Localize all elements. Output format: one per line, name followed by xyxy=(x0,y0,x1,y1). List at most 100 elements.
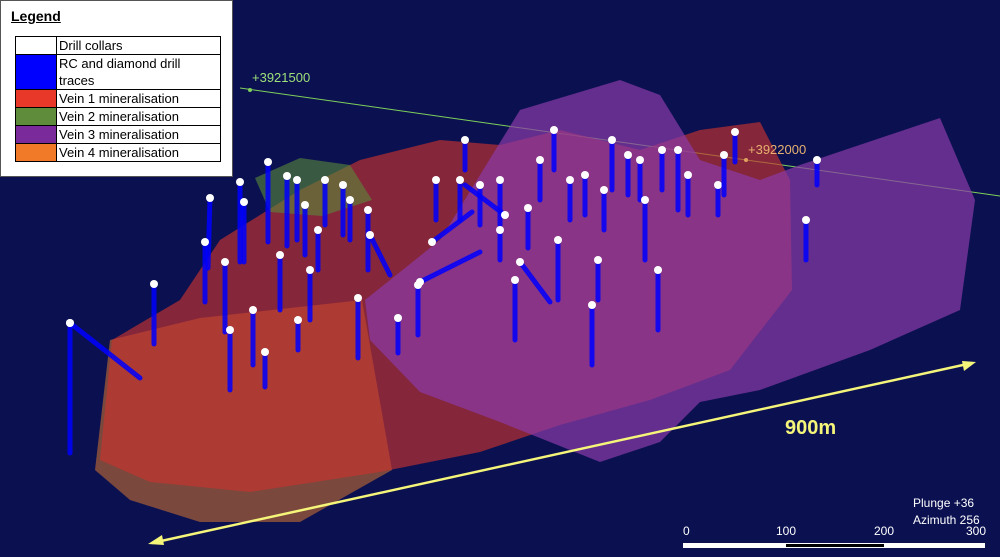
scale-label: 300 xyxy=(966,524,986,538)
drill-collar xyxy=(293,176,301,184)
drill-collar xyxy=(236,178,244,186)
drill-collar xyxy=(461,136,469,144)
legend-label: RC and diamond drill traces xyxy=(56,54,221,90)
drill-trace xyxy=(205,195,213,271)
distance-label: 900m xyxy=(785,417,836,439)
drill-collar xyxy=(221,258,229,266)
drill-collar xyxy=(428,238,436,246)
grid-label: +3922000 xyxy=(748,142,806,157)
arrow-head xyxy=(148,535,164,545)
drill-collar xyxy=(714,181,722,189)
scale-label: 200 xyxy=(874,524,894,538)
drill-collar xyxy=(588,301,596,309)
legend-row: Vein 1 mineralisation xyxy=(15,89,221,108)
drill-trace xyxy=(517,259,553,305)
drill-collar xyxy=(456,176,464,184)
drill-collar xyxy=(581,171,589,179)
legend-swatch xyxy=(15,125,57,144)
drill-collar xyxy=(201,238,209,246)
drill-trace xyxy=(67,320,143,381)
drill-collar xyxy=(554,236,562,244)
grid-marker xyxy=(248,88,252,92)
drill-collar xyxy=(416,278,424,286)
drill-collar xyxy=(600,186,608,194)
azimuth-label: Azimuth 256 xyxy=(913,513,980,527)
drill-collar xyxy=(536,156,544,164)
drill-collar xyxy=(684,171,692,179)
drill-collar xyxy=(720,151,728,159)
drill-collar xyxy=(150,280,158,288)
legend-table: Drill collars RC and diamond drill traces… xyxy=(15,36,221,162)
drill-collar xyxy=(496,176,504,184)
drill-trace xyxy=(417,249,483,285)
legend-label: Vein 3 mineralisation xyxy=(56,125,221,144)
grid-label: +3921500 xyxy=(252,70,310,85)
scale-label: 100 xyxy=(776,524,796,538)
drill-collar xyxy=(276,251,284,259)
drill-collar xyxy=(636,156,644,164)
drill-collar xyxy=(264,158,272,166)
drill-collar xyxy=(354,294,362,302)
legend-label: Vein 1 mineralisation xyxy=(56,89,221,108)
legend-label: Vein 4 mineralisation xyxy=(56,143,221,162)
drill-collar xyxy=(550,126,558,134)
drill-collar xyxy=(294,316,302,324)
legend-label: Vein 2 mineralisation xyxy=(56,107,221,126)
legend-row: RC and diamond drill traces xyxy=(15,54,221,90)
drill-collar xyxy=(813,156,821,164)
legend-swatch xyxy=(15,89,57,108)
drill-collar xyxy=(306,266,314,274)
legend-row: Vein 3 mineralisation xyxy=(15,125,221,144)
vein-3-shape xyxy=(365,80,975,462)
drill-collar xyxy=(501,211,509,219)
drill-trace xyxy=(429,209,475,245)
drill-collar xyxy=(658,146,666,154)
drill-collar xyxy=(641,196,649,204)
drill-collar xyxy=(301,201,309,209)
legend-swatch xyxy=(15,54,57,90)
legend-row: Vein 2 mineralisation xyxy=(15,107,221,126)
drill-collar xyxy=(364,206,372,214)
drill-collar xyxy=(594,256,602,264)
drill-collar xyxy=(524,204,532,212)
drill-collar xyxy=(366,231,374,239)
drill-collar xyxy=(226,326,234,334)
drill-collar xyxy=(476,181,484,189)
drill-collar xyxy=(731,128,739,136)
drill-trace xyxy=(462,182,508,218)
drill-collar xyxy=(339,181,347,189)
drill-collar xyxy=(511,276,519,284)
drill-collar xyxy=(261,348,269,356)
legend-title: Legend xyxy=(11,8,61,24)
drill-holes xyxy=(66,126,821,456)
drill-collar xyxy=(283,172,291,180)
legend-swatch xyxy=(15,143,57,162)
drill-collar xyxy=(394,314,402,322)
legend-row: Vein 4 mineralisation xyxy=(15,143,221,162)
drill-collar xyxy=(674,146,682,154)
drill-collar xyxy=(206,194,214,202)
arrow-head xyxy=(962,361,976,371)
drill-trace xyxy=(367,232,393,278)
drill-collar xyxy=(240,198,248,206)
scale-bar-segment xyxy=(786,544,884,547)
distance-arrow xyxy=(151,361,973,545)
plunge-label: Plunge +36 xyxy=(913,496,974,510)
drill-collar xyxy=(566,176,574,184)
drill-collar xyxy=(66,319,74,327)
drill-collar xyxy=(496,226,504,234)
drill-collar xyxy=(608,136,616,144)
drill-collar xyxy=(432,176,440,184)
drill-collar xyxy=(624,151,632,159)
drill-collar xyxy=(314,226,322,234)
drill-collar xyxy=(516,258,524,266)
grid-marker xyxy=(744,158,748,162)
legend-swatch xyxy=(15,107,57,126)
drill-collar xyxy=(654,266,662,274)
legend-label: Drill collars xyxy=(56,36,221,55)
drill-collar xyxy=(249,306,257,314)
scale-label: 0 xyxy=(683,524,690,538)
drill-collar xyxy=(802,216,810,224)
